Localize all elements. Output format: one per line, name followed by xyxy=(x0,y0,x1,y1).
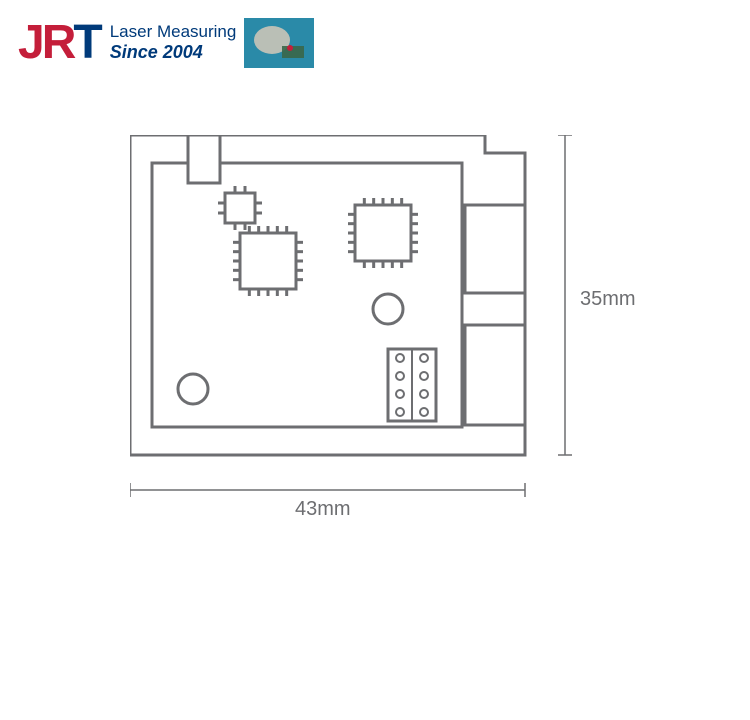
pcb-svg xyxy=(130,135,650,555)
logo-tagline-1: Laser Measuring xyxy=(110,22,237,42)
logo-letter-j: J xyxy=(18,15,42,70)
logo-text-block: Laser Measuring Since 2004 xyxy=(110,22,237,63)
brand-logo: JRT Laser Measuring Since 2004 xyxy=(18,15,314,70)
width-dimension-label: 43mm xyxy=(295,498,351,521)
logo-thumbnail xyxy=(244,18,314,68)
logo-tagline-2: Since 2004 xyxy=(110,42,237,63)
height-dimension-label: 35mm xyxy=(580,288,636,311)
logo-letter-r: R xyxy=(42,15,74,70)
logo-mark: JRT xyxy=(18,15,100,70)
logo-letter-t: T xyxy=(73,15,99,70)
pcb-diagram xyxy=(130,135,650,560)
